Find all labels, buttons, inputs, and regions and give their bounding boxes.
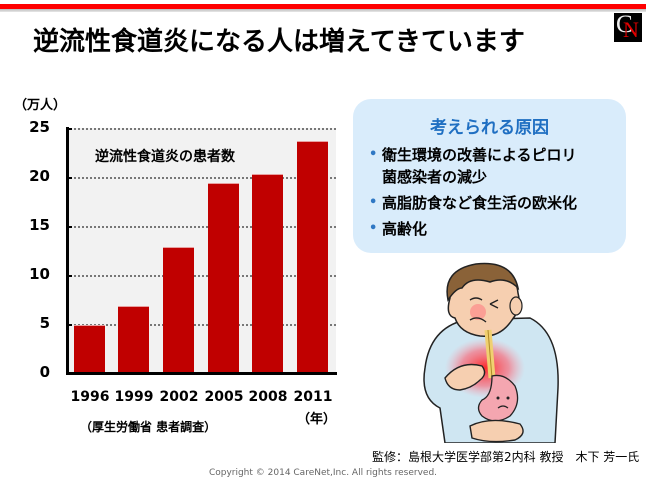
data-source: （厚生労働省 患者調査） [80,420,217,434]
bullet-icon: • [369,147,378,162]
cause-text: 高齢化 [382,220,428,238]
x-tick-label: 2011 [293,389,333,405]
logo-letter-n: N [623,17,639,42]
plot-area [67,128,336,373]
tick-mark [66,324,72,326]
causes-title: 考えられる原因 [430,118,549,138]
x-tick-label: 1996 [70,389,110,405]
y-axis-unit: （万人） [14,98,67,113]
tick-mark [66,177,72,179]
x-axis [66,372,337,375]
page-title: 逆流性食道炎になる人は増えてきています [33,27,525,57]
bar-2011 [297,141,328,373]
x-tick-label: 2008 [248,389,288,405]
bar-2008 [252,174,283,373]
bullet-icon: • [369,221,378,236]
header-red-bar [0,4,646,9]
carenet-logo: C N [614,13,642,42]
header-gray-bar [0,9,646,12]
gridline-10 [69,275,336,277]
tick-mark [66,128,72,130]
x-tick-label: 2005 [204,389,244,405]
y-tick-label: 15 [29,216,50,234]
y-axis [66,127,69,375]
gridline-5 [69,324,336,326]
cause-text: 菌感染者の減少 [382,168,488,186]
logo-letter-c: C [616,13,633,38]
gridline-25 [69,128,336,130]
x-tick-label: 2002 [159,389,199,405]
tick-mark [66,275,72,277]
x-tick-label: 1999 [114,389,154,405]
y-tick-label: 10 [29,265,50,283]
gridline-20 [69,177,336,179]
bullet-icon: • [369,195,378,210]
cause-text: 衛生環境の改善によるピロリ [382,146,577,164]
series-label: 逆流性食道炎の患者数 [95,149,235,165]
copyright-notice: Copyright © 2014 CareNet,Inc. All rights… [208,468,438,478]
heartburn-illustration-icon [423,262,559,443]
bar-1996 [74,325,105,373]
y-tick-label: 5 [39,314,50,332]
bar-1999 [118,306,149,373]
gridline-15 [69,226,336,228]
x-axis-unit: （年） [297,412,337,427]
bar-2002 [163,247,194,373]
cause-text: 高脂肪食など食生活の欧米化 [382,194,578,212]
bar-2005 [208,183,239,373]
tick-mark [66,226,72,228]
supervisor-credit: 監修：島根大学医学部第2内科 教授 木下 芳一氏 [372,450,640,464]
y-tick-label: 25 [29,118,50,136]
y-tick-label: 0 [39,363,50,381]
causes-panel: 考えられる原因 • 衛生環境の改善によるピロリ 菌感染者の減少 • 高脂肪食など… [353,99,626,253]
y-tick-label: 20 [29,167,50,185]
